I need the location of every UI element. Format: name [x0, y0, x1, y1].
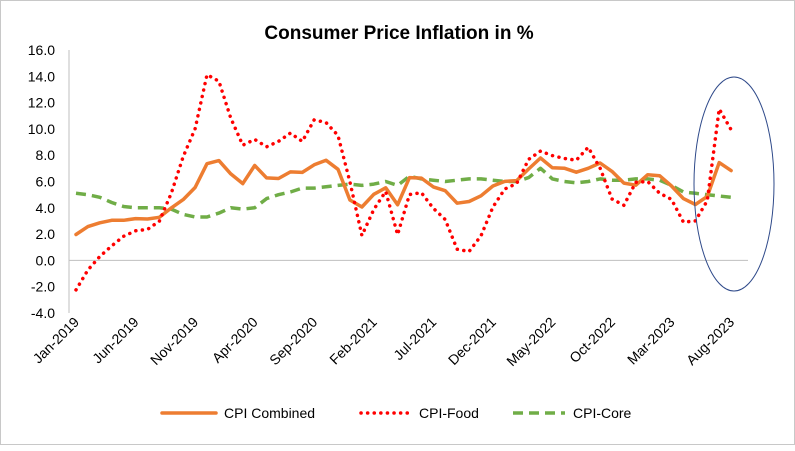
x-tick-label: Jun-2019	[89, 314, 142, 367]
y-tick-label: 6.0	[36, 174, 56, 190]
y-tick-labels: 16.0 14.0 12.0 10.0 8.0 6.0 4.0 2.0 0.0 -2.0 -4.0	[28, 42, 55, 321]
x-tick-label: May-2022	[503, 314, 558, 369]
annotation-layer	[693, 76, 775, 292]
series-line-solid	[74, 156, 733, 237]
x-tick-label: Mar-2023	[624, 314, 678, 368]
axes	[68, 50, 748, 313]
x-tick-labels: Jan-2019 Jun-2019 Nov-2019 Apr-2020 Sep-2020…	[30, 314, 738, 369]
y-tick-label: 14.0	[28, 68, 55, 84]
highlight-ellipse	[693, 76, 775, 292]
legend: CPI Combined CPI-Food CPI-Core	[160, 405, 632, 421]
legend-label: CPI Combined	[224, 405, 315, 421]
y-tick-label: 4.0	[36, 200, 56, 216]
legend-label: CPI-Core	[573, 405, 632, 421]
x-tick-label: Oct-2022	[566, 314, 618, 366]
y-tick-label: 2.0	[36, 226, 56, 242]
x-tick-label: Jul-2021	[390, 314, 439, 363]
y-tick-label: 0.0	[36, 252, 56, 268]
x-tick-label: Sep-2020	[266, 314, 320, 368]
series-lines	[74, 72, 733, 292]
legend-label: CPI-Food	[419, 405, 479, 421]
y-tick-label: -4.0	[31, 305, 55, 321]
series-line-dotted	[74, 72, 733, 292]
x-tick-label: Jan-2019	[30, 314, 83, 367]
y-tick-label: -2.0	[31, 279, 55, 295]
y-tick-label: 12.0	[28, 95, 55, 111]
x-tick-label: Apr-2020	[209, 314, 261, 366]
x-tick-label: Feb-2021	[326, 314, 380, 368]
x-tick-label: Dec-2021	[445, 314, 499, 368]
x-tick-label: Nov-2019	[147, 314, 201, 368]
chart-title: Consumer Price Inflation in %	[264, 23, 533, 44]
y-tick-label: 10.0	[28, 121, 55, 137]
y-tick-label: 16.0	[28, 42, 55, 58]
x-tick-label: Aug-2023	[683, 314, 737, 368]
y-tick-label: 8.0	[36, 147, 56, 163]
